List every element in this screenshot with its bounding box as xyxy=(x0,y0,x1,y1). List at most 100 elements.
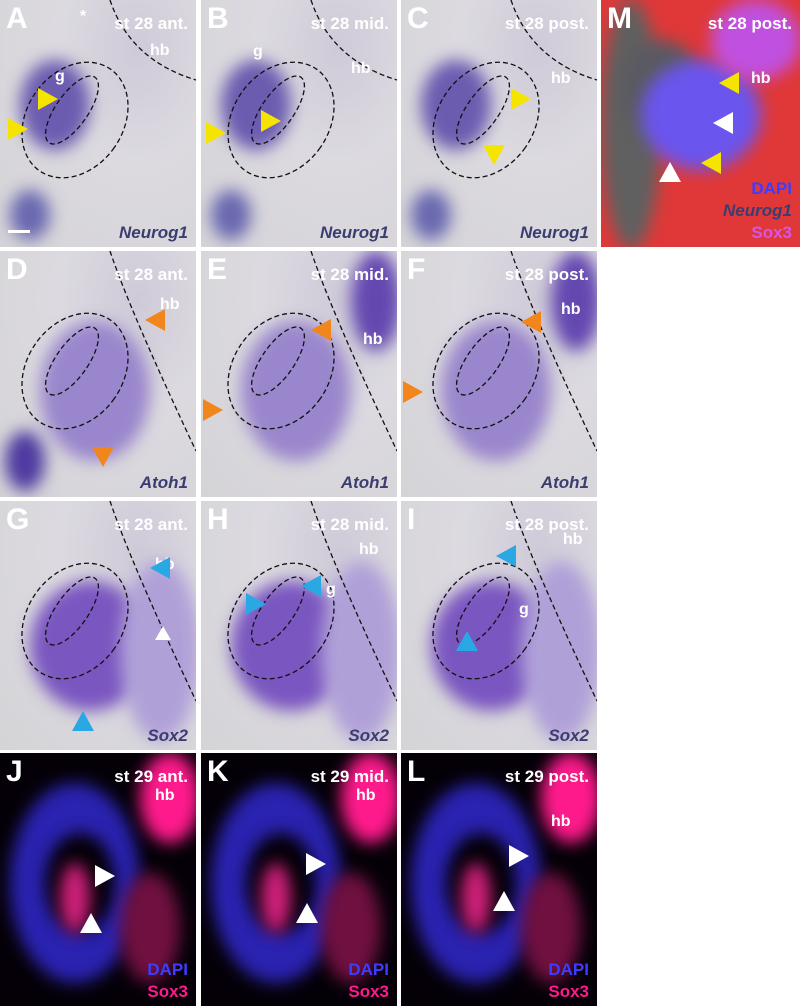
tissue-stain xyxy=(211,190,251,240)
dashed-outline xyxy=(432,501,597,702)
yellow-arrowhead-icon xyxy=(38,88,58,110)
tissue-stain xyxy=(551,251,597,351)
tissue-stain xyxy=(521,873,581,983)
marker-label: Atoh1 xyxy=(139,473,188,492)
stage-label: st 29 post. xyxy=(504,767,589,786)
white-arrowhead-icon xyxy=(306,853,326,875)
panel-letter: I xyxy=(407,503,416,536)
stage-label: st 28 mid. xyxy=(310,515,389,534)
stage-label: st 29 ant. xyxy=(114,767,188,786)
region-label-hb: hb xyxy=(160,296,180,313)
region-label-hb: hb xyxy=(751,70,771,87)
panel-letter: B xyxy=(207,2,229,35)
dashed-outline xyxy=(21,251,196,452)
marker-label: Atoh1 xyxy=(340,473,389,492)
blue-arrowhead-icon xyxy=(456,631,478,651)
white-arrowhead-icon xyxy=(713,112,733,134)
marker-label: DAPI xyxy=(548,960,589,979)
panel-letter: G xyxy=(6,503,30,536)
tissue-stain xyxy=(421,60,491,150)
panel-letter: D xyxy=(6,253,28,286)
tissue-stain xyxy=(261,863,291,933)
tissue-stain xyxy=(521,561,597,741)
marker-label: Sox3 xyxy=(548,982,589,1001)
region-label-hb: hb xyxy=(551,813,571,830)
dashed-outline xyxy=(21,0,196,179)
region-label-g: g xyxy=(326,581,336,598)
stage-label: st 28 post. xyxy=(504,265,589,284)
marker-label: Neurog1 xyxy=(119,223,188,242)
tissue-stain xyxy=(641,60,761,170)
panel-letter: A xyxy=(6,2,28,35)
blue-arrowhead-icon xyxy=(72,711,94,731)
panel-letter: C xyxy=(407,2,429,35)
panel-letter: H xyxy=(207,503,229,536)
dashed-outline xyxy=(432,251,597,452)
tissue-stain xyxy=(5,431,45,491)
white-arrowhead-icon xyxy=(95,865,115,887)
white-arrowhead-icon xyxy=(155,626,171,640)
dashed-outline xyxy=(432,0,597,179)
orange-arrowhead-icon xyxy=(311,319,331,341)
marker-label: Atoh1 xyxy=(540,473,589,492)
tissue-stain xyxy=(341,753,397,843)
region-label-hb: hb xyxy=(551,70,571,87)
yellow-arrowhead-icon xyxy=(719,72,739,94)
scale-bar xyxy=(8,230,30,233)
tissue-stain xyxy=(411,190,451,240)
marker-label: DAPI xyxy=(147,960,188,979)
region-label-hb: hb xyxy=(561,301,581,318)
tissue-stain xyxy=(120,561,196,741)
blue-arrowhead-icon xyxy=(150,557,170,579)
stage-label: st 28 mid. xyxy=(310,265,389,284)
tissue-stain xyxy=(321,873,381,983)
region-label-hb: hb xyxy=(150,42,170,59)
yellow-arrowhead-icon xyxy=(511,88,531,110)
orange-arrowhead-icon xyxy=(203,399,223,421)
marker-label: Sox2 xyxy=(147,726,188,745)
tissue-stain xyxy=(351,251,397,351)
tissue-stain xyxy=(120,873,180,983)
dashed-outline xyxy=(21,501,196,702)
region-label-hb: hb xyxy=(356,787,376,804)
marker-label: Sox3 xyxy=(147,982,188,1001)
stage-label: st 28 ant. xyxy=(114,515,188,534)
region-label-hb: hb xyxy=(563,531,583,548)
yellow-arrowhead-icon xyxy=(261,110,281,132)
yellow-arrowhead-icon xyxy=(206,122,226,144)
stage-label: st 28 post. xyxy=(504,515,589,534)
white-arrowhead-icon xyxy=(509,845,529,867)
stage-label: st 28 mid. xyxy=(310,14,389,33)
tissue-stain xyxy=(140,753,196,843)
region-label-hb: hb xyxy=(363,331,383,348)
yellow-arrowhead-icon xyxy=(701,152,721,174)
blue-arrowhead-icon xyxy=(246,593,266,615)
tissue-stain xyxy=(711,0,800,80)
region-label-hb: hb xyxy=(155,787,175,804)
marker-label: DAPI xyxy=(348,960,389,979)
dashed-outline xyxy=(227,501,397,702)
yellow-arrowhead-icon xyxy=(8,118,28,140)
orange-arrowhead-icon xyxy=(92,447,114,467)
panel-letter: E xyxy=(207,253,228,286)
marker-label: Neurog1 xyxy=(320,223,389,242)
region-label-g: g xyxy=(519,601,529,618)
region-label-g: g xyxy=(253,43,263,60)
panel-letter: M xyxy=(607,2,632,35)
tissue-stain xyxy=(461,863,491,933)
dashed-outline xyxy=(227,251,397,452)
marker-label: Sox2 xyxy=(348,726,389,745)
region-label-hb: hb xyxy=(351,60,371,77)
marker-label: DAPI xyxy=(751,179,792,198)
